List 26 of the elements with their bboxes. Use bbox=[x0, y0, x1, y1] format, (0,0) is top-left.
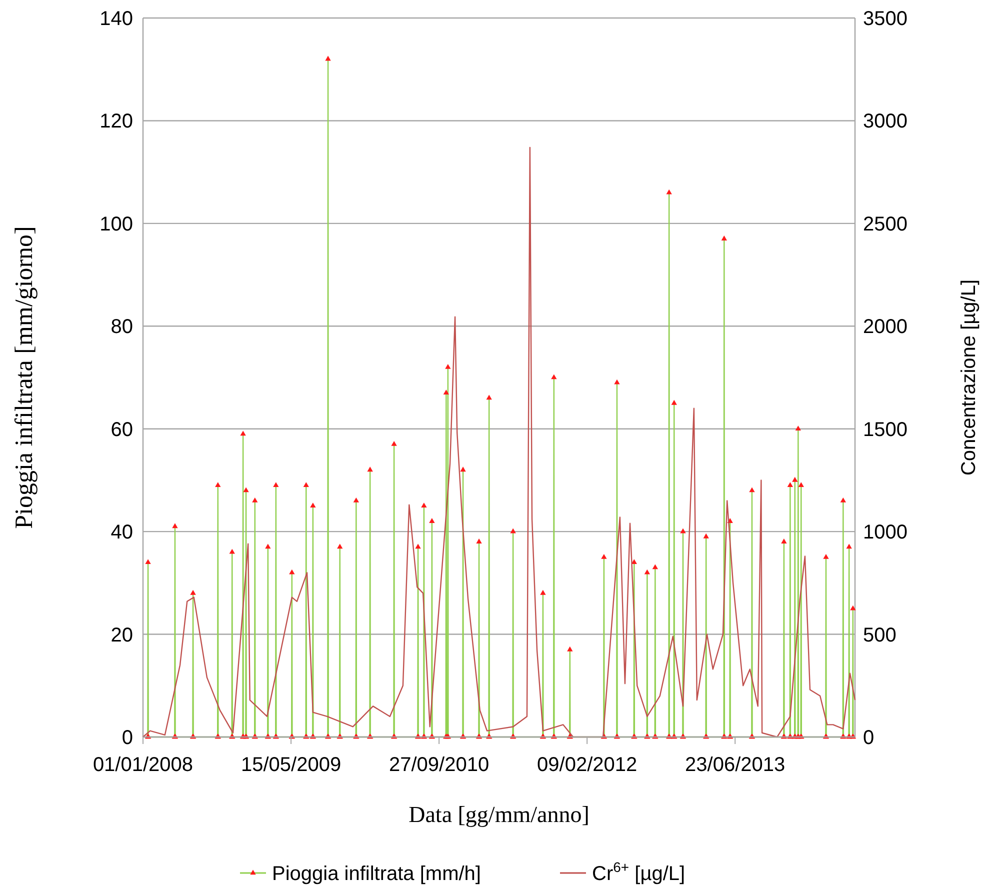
y-tick-label: 60 bbox=[110, 418, 133, 441]
y2-tick-label: 3000 bbox=[863, 110, 908, 133]
y2-tick-label: 1000 bbox=[863, 522, 908, 544]
y2-tick-label: 2000 bbox=[863, 316, 908, 338]
y2-tick-label: 1500 bbox=[863, 418, 908, 441]
y-axis-title: Pioggia infiltrata [mm/giorno] bbox=[11, 226, 38, 529]
y2-tick-label: 2500 bbox=[863, 213, 908, 236]
x-tick-label: 09/02/2012 bbox=[537, 754, 638, 776]
y-tick-label: 40 bbox=[110, 522, 133, 544]
legend-label: Cr$^{6+}$ [µg/L] bbox=[592, 859, 686, 885]
legend-label: Pioggia infiltrata [mm/h] bbox=[272, 863, 481, 885]
x-tick-label: 27/09/2010 bbox=[388, 754, 490, 776]
y2-tick-label: 500 bbox=[863, 624, 896, 646]
y-tick-label: 0 bbox=[122, 727, 133, 749]
x-tick-label: 01/01/2008 bbox=[92, 754, 194, 776]
y2-axis-title: Concentrazione [µg/L] bbox=[958, 279, 980, 476]
y2-tick-label: 3500 bbox=[863, 8, 908, 30]
y-tick-label: 100 bbox=[100, 213, 133, 236]
y-tick-label: 80 bbox=[110, 316, 133, 338]
y-tick-label: 20 bbox=[110, 624, 133, 646]
y-tick-label: 140 bbox=[100, 8, 133, 30]
x-tick-label: 23/06/2013 bbox=[685, 754, 786, 776]
x-axis-title: Data [gg/mm/anno] bbox=[408, 802, 590, 827]
y-tick-label: 120 bbox=[100, 110, 133, 133]
y2-tick-label: 0 bbox=[863, 727, 874, 749]
x-tick-label: 15/05/2009 bbox=[240, 754, 342, 776]
